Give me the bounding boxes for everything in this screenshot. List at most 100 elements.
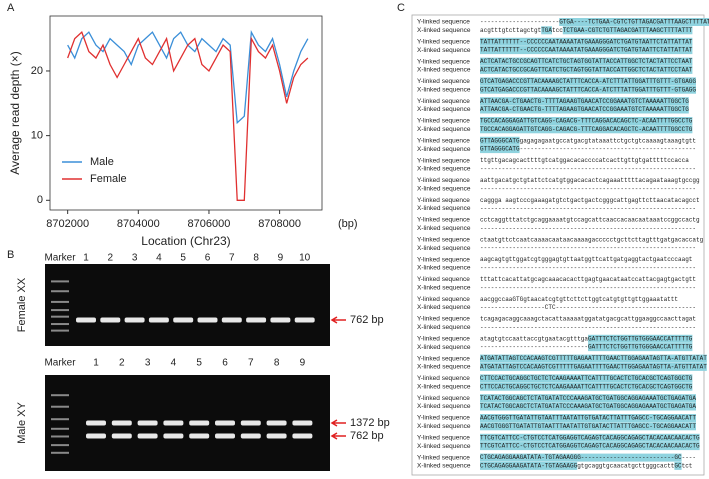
sequence-label: Y-linked sequence	[417, 78, 470, 85]
sequence: ----------------------------------------…	[480, 324, 696, 331]
gel-side-label: Male XY	[16, 402, 28, 444]
band-label: 762 bp	[350, 314, 384, 326]
ladder-band	[51, 451, 69, 454]
lane-label: 8	[274, 358, 280, 369]
gel-image	[45, 264, 330, 346]
match-highlight	[480, 461, 578, 470]
sequence-label: Y-linked sequence	[417, 256, 470, 263]
sequence-label: Y-linked sequence	[417, 336, 470, 343]
sequence-label: Y-linked sequence	[417, 177, 470, 184]
lane-label: 2	[119, 358, 125, 369]
x-tick-label: 8704000	[117, 218, 160, 230]
y-tick-label: 10	[31, 130, 43, 142]
sequence: ACTCATACTGCCGCAGTTCATCTGCTAGTGGTATTACCAT…	[480, 66, 693, 73]
sequence-label: Y-linked sequence	[417, 217, 470, 224]
match-highlight	[480, 382, 693, 391]
sequence: GTTAGGGCATGgagagagaatgccatgacgtataaattct…	[480, 137, 696, 144]
sequence-label: X-linked sequence	[417, 344, 471, 351]
sequence-label: X-linked sequence	[417, 185, 471, 192]
sequence-label: Y-linked sequence	[417, 19, 470, 26]
match-highlight	[480, 37, 693, 46]
x-axis-label: Location (Chr23)	[141, 234, 230, 248]
lane-label: 5	[196, 358, 202, 369]
lane-label: 2	[108, 253, 114, 264]
sequence: TATTATTTTTT--CCCCCCAATAAAATATGAAAGGGATCT…	[480, 38, 693, 45]
dna-band	[294, 317, 315, 323]
sequence: TCATACTGGCAGCTCTATGATATCCCAAAGATGCTGATGG…	[480, 395, 696, 402]
sequence-label: X-linked sequence	[417, 245, 471, 252]
dna-band	[215, 433, 235, 439]
sequence: CTTCCACTGCAGGCTGCTCTCAAGAAAATTCATTTTGCAC…	[480, 375, 693, 382]
sequence-label: X-linked sequence	[417, 383, 471, 390]
sequence-label: X-linked sequence	[417, 67, 471, 74]
sequence-label: Y-linked sequence	[417, 98, 470, 105]
sequence: ----------------------------------------…	[480, 225, 696, 232]
band-arrow	[330, 432, 346, 440]
sequence-label: Y-linked sequence	[417, 157, 470, 164]
sequence-label: Y-linked sequence	[417, 395, 470, 402]
sequence: TCATACTGGCAGCTCTATGATATCCCAAAGATGCTGATGG…	[480, 403, 696, 410]
match-highlight	[559, 18, 709, 26]
ladder-band	[51, 444, 69, 447]
sequence: CTGCAGAGGAAGATATA-TGTAGAAGGG------------…	[480, 454, 696, 461]
sequence: TTCGTCATTCC-CTGTCCTCATGGAGGTCAGAGTCACAGG…	[480, 434, 700, 441]
dna-band	[173, 317, 194, 323]
dna-band	[266, 433, 287, 439]
sequence-label: X-linked sequence	[417, 304, 471, 311]
ladder-band	[51, 427, 69, 430]
lane-label: 7	[229, 253, 235, 264]
lane-label: 3	[132, 253, 138, 264]
lane-label: Marker	[44, 253, 76, 264]
panel-label: C	[397, 2, 405, 14]
ladder-band	[51, 329, 69, 332]
sequence: tcagagacaggcaaagctacattaaaaatggatatgacgc…	[480, 316, 696, 323]
sequence: AACGTGGGTTGATATTGTAATTTAATATTGTGATACTTAT…	[480, 423, 696, 430]
dna-band	[86, 433, 106, 439]
match-highlight	[480, 77, 696, 86]
lane-label: 7	[248, 358, 254, 369]
lane-label: 9	[278, 253, 284, 264]
match-highlight	[480, 442, 700, 451]
x-unit: (bp)	[338, 218, 358, 230]
alignment-frame	[411, 14, 705, 476]
dna-band	[266, 420, 287, 426]
sequence-label: X-linked sequence	[417, 166, 471, 173]
sequence-label: Y-linked sequence	[417, 39, 470, 46]
sequence: ----------------------------------------…	[480, 165, 696, 172]
sequence: CTTCCACTGCAGGCTGCTCTCAAGAAAATTCATTTTGCAC…	[480, 383, 693, 390]
dna-band	[270, 317, 291, 323]
sequence-label: X-linked sequence	[417, 284, 471, 291]
sequence: TGCCACAGGAGATTGTCAGG-CAGACG-TTTCAGGACACA…	[480, 118, 693, 125]
sequence: caggga aagtcccgaaagatgtctgactgactcgggcat…	[480, 197, 700, 204]
sequence: TGCCACAGGAGATTGTCAGG-CAGACG-TTTCAGGACACA…	[480, 126, 693, 133]
sequence: ATGATATTAGTCCACAAGTCGTTTTTGAGAATTTTGAACT…	[480, 355, 707, 362]
dna-band	[197, 317, 218, 323]
match-highlight	[480, 422, 696, 431]
dna-band	[76, 317, 96, 323]
band-label: 1372 bp	[350, 417, 390, 429]
lane-label: 10	[299, 253, 311, 264]
sequence-label: X-linked sequence	[417, 205, 471, 212]
sequence-label: Y-linked sequence	[417, 276, 470, 283]
sequence-label: X-linked sequence	[417, 463, 471, 470]
match-highlight	[480, 453, 682, 462]
match-highlight	[562, 26, 693, 35]
y-tick-label: 0	[37, 194, 43, 206]
lane-label: 1	[83, 253, 89, 264]
sequence-label: Y-linked sequence	[417, 454, 470, 461]
y-axis-label: Average read depth (×)	[8, 51, 22, 175]
ladder-band	[51, 290, 69, 293]
match-highlight	[480, 354, 707, 363]
sequence: tttattcacattatgcagcaaacacacttgagtgaacata…	[480, 276, 696, 283]
ladder-band	[51, 405, 69, 408]
match-highlight	[480, 394, 696, 403]
match-highlight	[480, 374, 693, 383]
match-highlight	[480, 145, 520, 154]
band-arrow	[330, 419, 346, 427]
dna-band	[189, 433, 210, 439]
ladder-band	[51, 418, 69, 421]
dna-band	[163, 433, 184, 439]
sequence: ------------------------------GATTTCTCTG…	[480, 344, 693, 351]
match-highlight	[480, 46, 693, 55]
panel-label: B	[7, 249, 14, 261]
